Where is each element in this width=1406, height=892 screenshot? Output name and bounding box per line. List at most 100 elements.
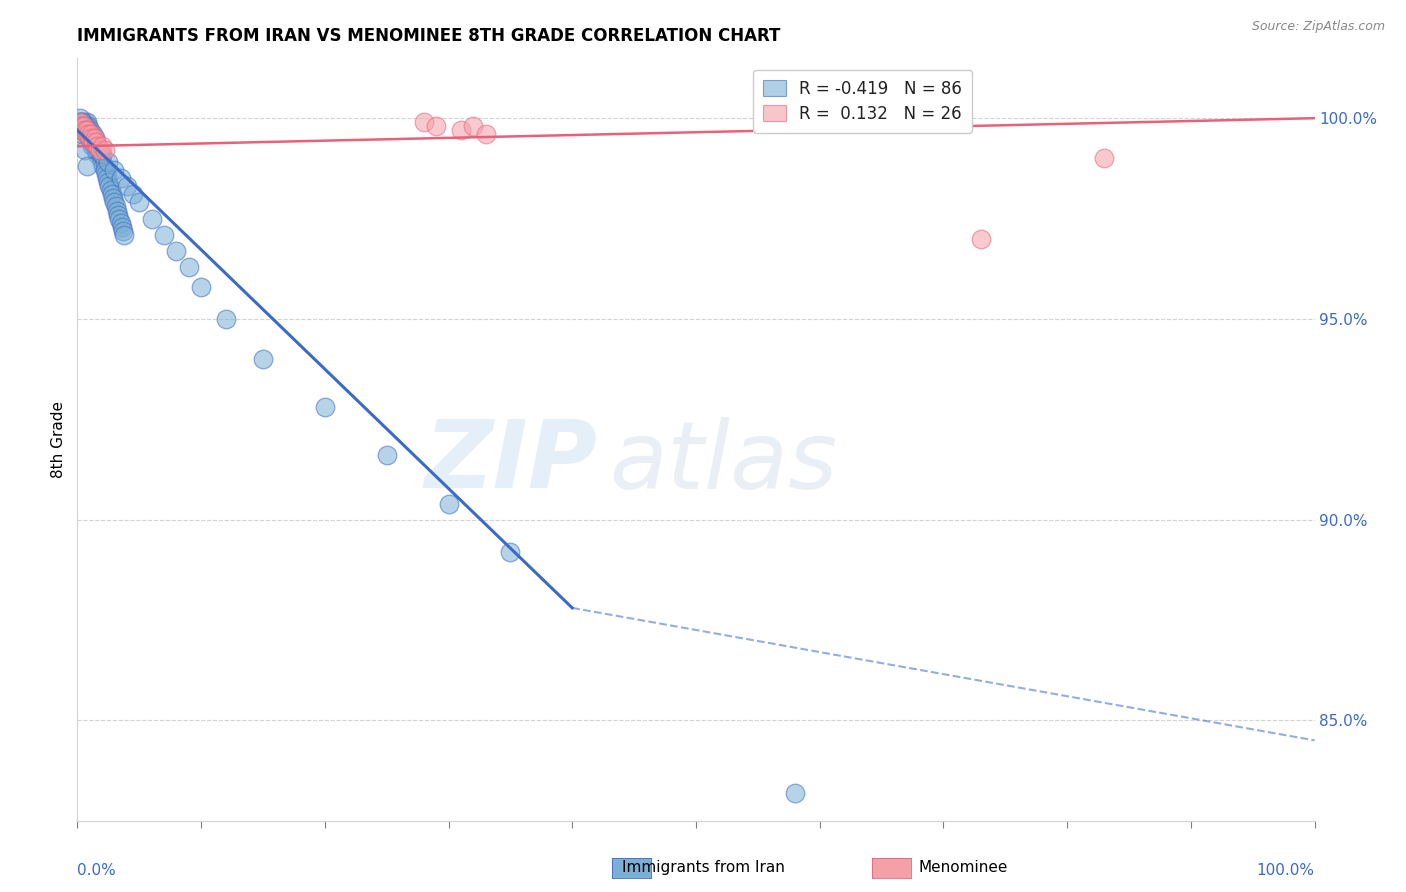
Point	[77, 119, 100, 133]
Point	[110, 171, 132, 186]
Point	[77, 127, 100, 141]
Point	[100, 183, 122, 197]
Point	[77, 127, 100, 141]
Point	[79, 123, 101, 137]
Point	[107, 207, 129, 221]
Point	[83, 131, 105, 145]
Point	[70, 115, 93, 129]
Point	[190, 279, 212, 293]
Point	[83, 131, 105, 145]
Point	[72, 127, 94, 141]
Point	[69, 115, 91, 129]
Point	[79, 127, 101, 141]
Point	[101, 187, 124, 202]
Point	[73, 143, 96, 157]
Point	[91, 159, 114, 173]
Point	[450, 123, 472, 137]
Point	[76, 123, 98, 137]
Point	[98, 179, 121, 194]
Point	[72, 119, 94, 133]
Point	[858, 115, 880, 129]
Point	[82, 135, 104, 149]
Point	[141, 211, 163, 226]
Point	[93, 163, 115, 178]
Point	[73, 123, 96, 137]
Point	[76, 115, 98, 129]
Point	[83, 135, 105, 149]
Point	[72, 123, 94, 137]
Point	[128, 195, 150, 210]
Point	[75, 127, 97, 141]
Point	[499, 544, 522, 558]
Point	[79, 131, 101, 145]
Point	[72, 123, 94, 137]
Point	[314, 400, 336, 414]
Point	[82, 135, 104, 149]
Point	[84, 143, 107, 157]
Point	[72, 115, 94, 129]
Point	[165, 244, 187, 258]
Point	[122, 187, 145, 202]
Point	[73, 115, 96, 129]
Point	[1092, 151, 1115, 165]
Point	[96, 171, 118, 186]
Point	[375, 448, 398, 462]
Point	[110, 215, 132, 229]
Point	[75, 119, 97, 133]
Text: 100.0%: 100.0%	[1257, 863, 1315, 878]
Point	[91, 139, 114, 153]
Point	[252, 351, 274, 366]
Point	[89, 143, 111, 157]
Point	[72, 119, 94, 133]
Point	[87, 143, 110, 157]
Point	[969, 231, 991, 245]
Point	[69, 115, 91, 129]
Point	[783, 785, 806, 799]
Point	[82, 131, 104, 145]
Point	[86, 139, 108, 153]
Point	[79, 131, 101, 145]
Point	[72, 119, 94, 133]
Text: IMMIGRANTS FROM IRAN VS MENOMINEE 8TH GRADE CORRELATION CHART: IMMIGRANTS FROM IRAN VS MENOMINEE 8TH GR…	[77, 28, 780, 45]
Point	[112, 223, 135, 237]
Point	[75, 123, 97, 137]
Point	[112, 227, 135, 242]
Point	[463, 119, 485, 133]
Text: Source: ZipAtlas.com: Source: ZipAtlas.com	[1251, 20, 1385, 33]
Point	[89, 147, 111, 161]
Point	[73, 119, 96, 133]
Point	[104, 199, 127, 213]
Point	[215, 311, 238, 326]
Point	[86, 147, 108, 161]
Point	[82, 127, 104, 141]
Point	[474, 127, 496, 141]
Point	[72, 123, 94, 137]
Point	[72, 119, 94, 133]
Point	[77, 127, 100, 141]
Point	[70, 115, 93, 129]
Point	[425, 119, 447, 133]
Text: atlas: atlas	[609, 417, 838, 508]
Point	[93, 143, 115, 157]
Point	[105, 203, 128, 218]
Point	[75, 127, 97, 141]
Point	[84, 135, 107, 149]
Point	[115, 179, 138, 194]
Point	[69, 111, 91, 125]
Point	[73, 123, 96, 137]
Point	[412, 115, 434, 129]
Point	[437, 496, 460, 510]
Text: 0.0%: 0.0%	[77, 863, 117, 878]
Point	[80, 127, 103, 141]
Point	[76, 123, 98, 137]
Point	[76, 123, 98, 137]
Point	[97, 175, 120, 189]
Point	[82, 139, 104, 153]
Point	[89, 143, 111, 157]
Point	[76, 159, 98, 173]
Point	[177, 260, 200, 274]
Point	[94, 167, 117, 181]
Point	[91, 147, 114, 161]
Point	[82, 131, 104, 145]
Point	[82, 131, 104, 145]
